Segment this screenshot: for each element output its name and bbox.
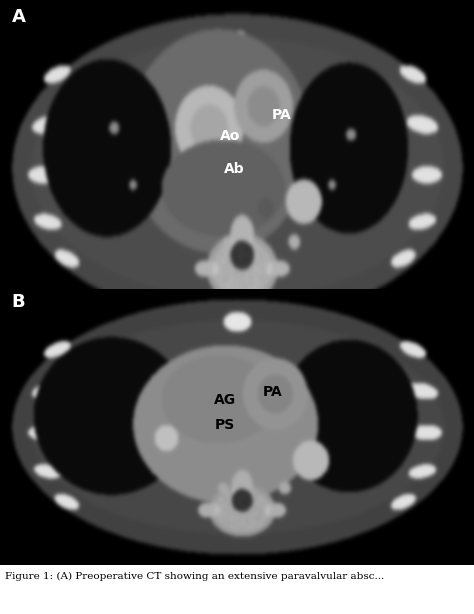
Text: PA: PA bbox=[263, 385, 283, 399]
Text: A: A bbox=[12, 8, 26, 26]
Text: Ao: Ao bbox=[220, 128, 240, 142]
Text: PA: PA bbox=[272, 109, 292, 122]
Text: PS: PS bbox=[215, 418, 235, 432]
Text: Figure 1: (A) Preoperative CT showing an extensive paravalvular absc...: Figure 1: (A) Preoperative CT showing an… bbox=[5, 572, 384, 581]
Text: Ab: Ab bbox=[224, 162, 245, 176]
Text: B: B bbox=[12, 292, 26, 311]
Text: AG: AG bbox=[214, 394, 236, 408]
